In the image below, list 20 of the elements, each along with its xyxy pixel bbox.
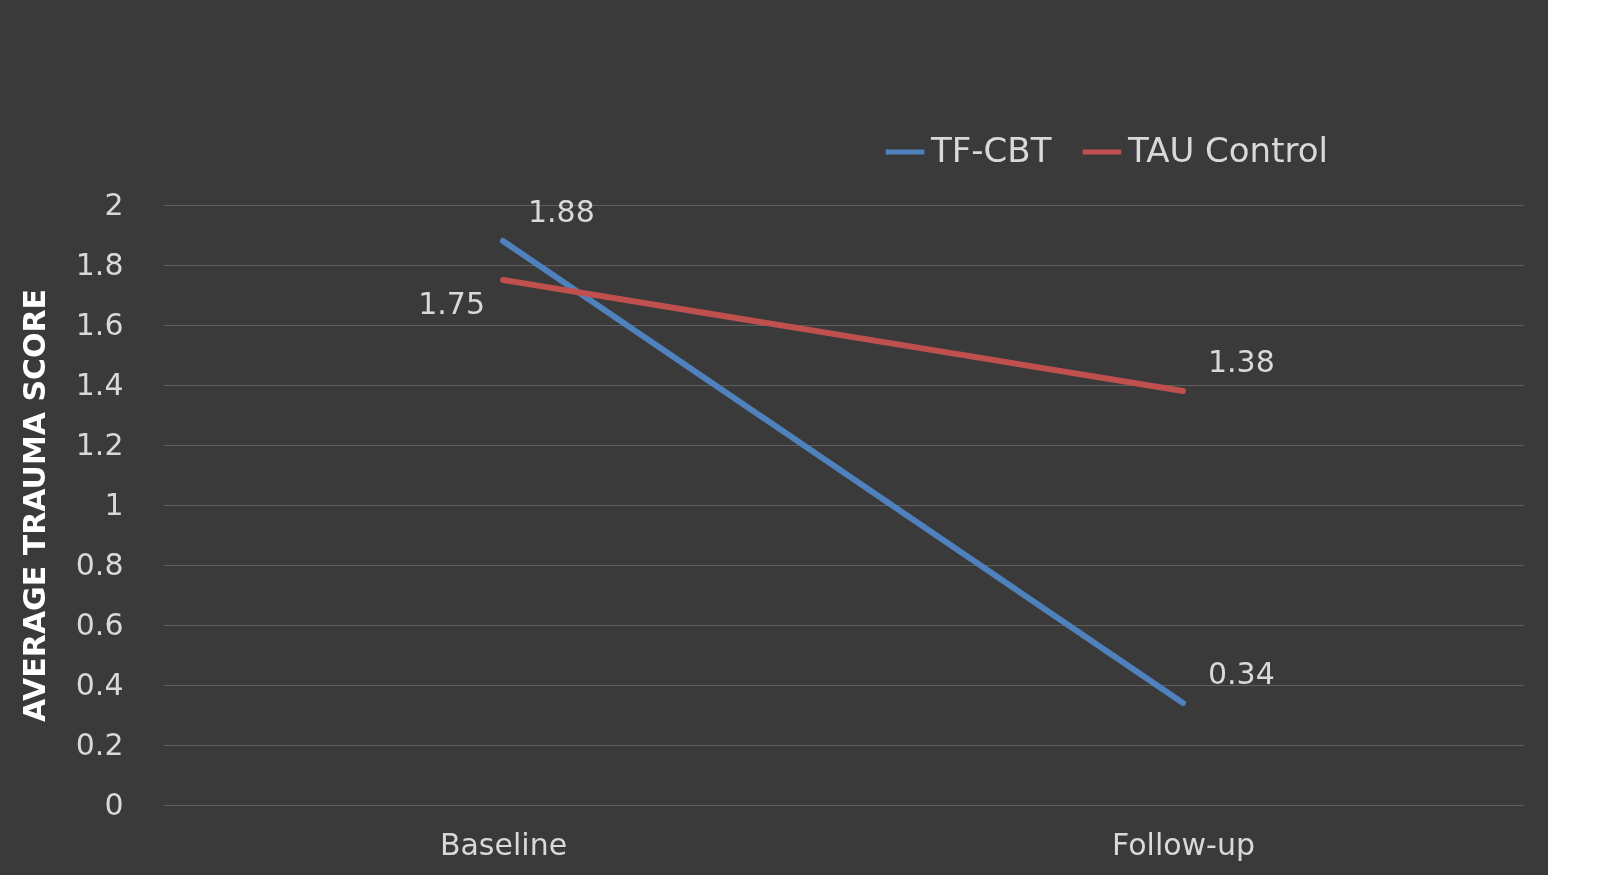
y-tick-label: 0 [104,786,124,822]
y-tick-label: 1 [104,486,124,522]
x-tick-label: Baseline [439,826,568,862]
y-tick-label: 0.4 [75,666,124,702]
y-tick-label: 1.6 [75,306,124,342]
x-tick-label: Follow-up [1112,826,1255,862]
legend-label: TAU Control [1127,130,1328,170]
y-tick-label: 0.8 [75,546,124,582]
data-label: 1.75 [418,286,485,321]
data-label: 1.38 [1208,344,1275,379]
y-tick-label: 1.4 [75,366,124,402]
y-tick-label: 1.8 [75,246,124,282]
legend-label: TF-CBT [930,130,1052,170]
y-tick-label: 1.2 [75,426,124,462]
y-tick-label: 2 [104,186,124,222]
y-tick-label: 0.2 [75,726,124,762]
y-axis-title: AVERAGE TRAUMA SCORE [16,288,52,723]
data-label: 1.88 [528,194,595,229]
data-label: 0.34 [1208,656,1275,691]
y-tick-label: 0.6 [75,606,124,642]
